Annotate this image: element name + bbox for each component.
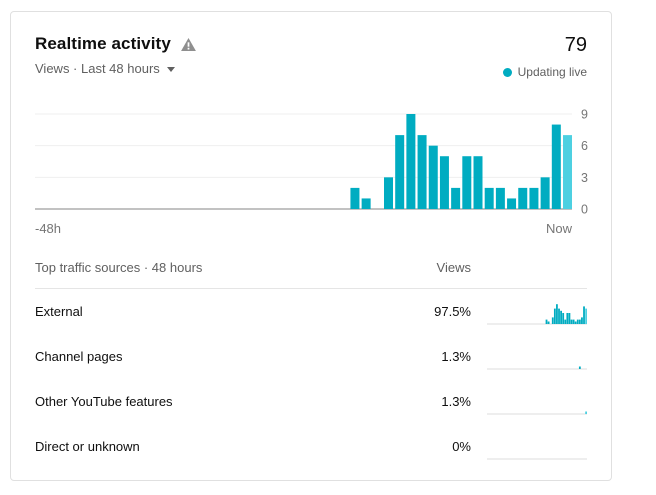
realtime-chart-area: 9 6 3 0 -48h Now [35, 105, 588, 236]
svg-text:0: 0 [581, 203, 588, 217]
table-row: Channel pages 1.3% [35, 334, 587, 379]
traffic-sparkline [487, 303, 587, 324]
metric-selector-label: Views · Last 48 hours [35, 61, 160, 76]
traffic-source-label: Channel pages [35, 349, 123, 364]
traffic-source-percentage: 97.5% [434, 304, 471, 319]
table-row: External 97.5% [35, 289, 587, 334]
svg-text:3: 3 [581, 171, 588, 185]
total-views: 79 [564, 34, 587, 56]
chart-x-axis: -48h Now [35, 221, 572, 236]
views-column-header: Views [436, 260, 471, 275]
traffic-source-label: Other YouTube features [35, 394, 173, 409]
x-axis-end-label: Now [545, 221, 572, 236]
traffic-source-label: Direct or unknown [35, 439, 140, 454]
traffic-source-label: External [35, 304, 83, 319]
svg-text:6: 6 [581, 139, 588, 153]
x-axis-start-label: -48h [35, 221, 62, 236]
traffic-sparkline [487, 458, 587, 459]
chevron-down-icon [166, 67, 175, 72]
realtime-bar-chart: 9 6 3 0 [35, 108, 588, 217]
traffic-source-percentage: 0% [452, 439, 471, 454]
warning-icon[interactable] [180, 38, 196, 51]
traffic-sources-table: External 97.5% Channel pages 1.3% Other … [35, 289, 587, 469]
traffic-sources-table-header: Top traffic sources · 48 hours Views [35, 260, 587, 289]
live-dot-icon [502, 67, 512, 77]
traffic-source-percentage: 1.3% [441, 349, 471, 364]
metric-selector[interactable]: Views · Last 48 hours [35, 61, 175, 76]
svg-text:9: 9 [581, 108, 588, 122]
header-right: 79 Updating live [502, 34, 587, 79]
traffic-source-percentage: 1.3% [441, 394, 471, 409]
table-row: Other YouTube features 1.3% [35, 379, 587, 424]
table-row: Direct or unknown 0% [35, 424, 587, 469]
card-header: Realtime activity Views · Last 48 hours … [35, 34, 587, 79]
updating-live-label: Updating live [517, 65, 587, 79]
updating-live-status: Updating live [502, 65, 587, 79]
traffic-sparkline [487, 411, 587, 414]
realtime-activity-card: Realtime activity Views · Last 48 hours … [10, 11, 612, 481]
traffic-sparkline [487, 366, 587, 369]
card-title: Realtime activity [35, 34, 171, 53]
header-left: Realtime activity Views · Last 48 hours [35, 34, 196, 76]
traffic-sources-title: Top traffic sources · 48 hours [35, 260, 203, 275]
